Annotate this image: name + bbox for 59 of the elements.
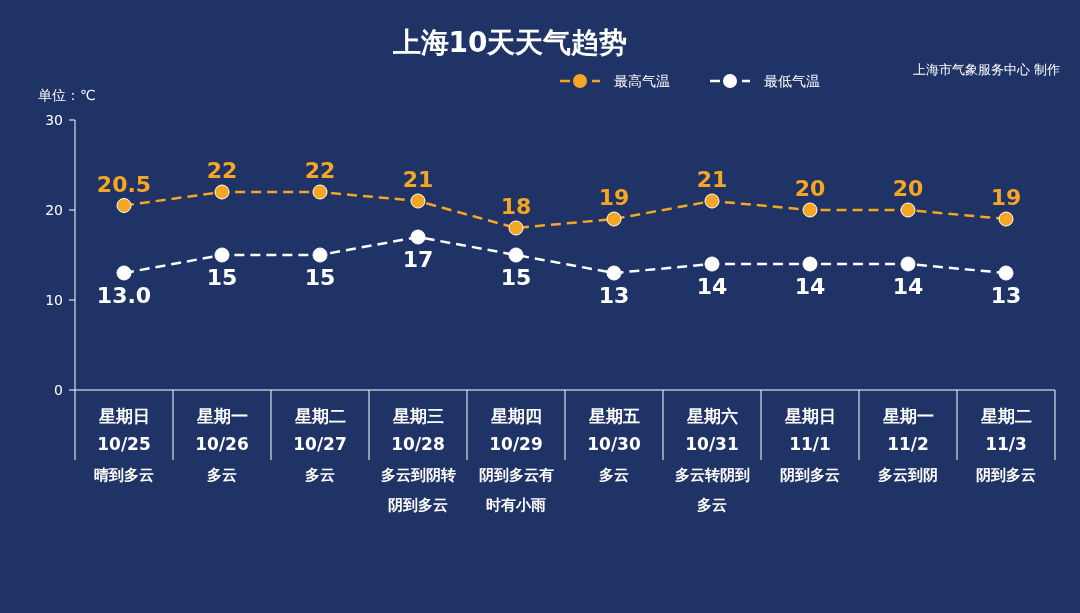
point xyxy=(410,229,426,245)
data-label: 13.0 xyxy=(96,283,152,308)
point xyxy=(508,220,524,236)
data-label: 22 xyxy=(206,158,238,183)
data-label: 13 xyxy=(990,283,1022,308)
x-tick-label: 星期二 10/27 多云 xyxy=(293,406,347,484)
point xyxy=(214,184,230,200)
data-label: 14 xyxy=(794,274,826,299)
point xyxy=(802,256,818,272)
data-label: 17 xyxy=(402,247,434,272)
y-tick-label: 0 xyxy=(54,382,63,398)
legend-label: 最低气温 xyxy=(764,73,820,89)
point xyxy=(704,256,720,272)
point xyxy=(704,193,720,209)
y-tick-label: 20 xyxy=(45,202,63,218)
x-tick-label: 星期日 11/1 阴到多云 xyxy=(780,406,840,484)
data-label: 20 xyxy=(794,176,826,201)
data-label: 13 xyxy=(598,283,630,308)
x-tick-label: 星期一 11/2 多云到阴 xyxy=(878,406,938,484)
chart-title: 上海10天天气趋势 xyxy=(391,26,628,59)
point xyxy=(116,265,132,281)
point xyxy=(606,265,622,281)
point xyxy=(802,202,818,218)
data-label: 15 xyxy=(206,265,238,290)
x-tick-label: 星期二 11/3 阴到多云 xyxy=(976,406,1036,484)
data-label: 18 xyxy=(500,194,532,219)
data-label: 15 xyxy=(304,265,336,290)
data-label: 19 xyxy=(598,185,630,210)
data-label: 20.5 xyxy=(96,171,152,197)
point xyxy=(998,265,1014,281)
text: 上海市气象服务中心 制作 xyxy=(912,62,1060,77)
point xyxy=(312,184,328,200)
data-label: 21 xyxy=(402,167,434,192)
legend-label: 最高气温 xyxy=(614,73,670,89)
data-label: 19 xyxy=(990,185,1022,210)
x-tick-label: 星期四 10/29 阴到多云有时有小雨 xyxy=(478,406,554,514)
y-axis-title: 单位：℃ xyxy=(38,87,96,103)
point xyxy=(998,211,1014,227)
point xyxy=(312,247,328,263)
data-label: 15 xyxy=(500,265,532,290)
y-tick-label: 30 xyxy=(45,112,63,128)
point xyxy=(900,256,916,272)
point xyxy=(900,202,916,218)
data-label: 21 xyxy=(696,167,728,192)
data-label: 14 xyxy=(892,274,924,299)
x-tick-label: 星期六 10/31 多云转阴到多云 xyxy=(674,406,750,514)
x-tick-label: 星期三 10/28 多云到阴转阴到多云 xyxy=(380,406,456,514)
data-label: 20 xyxy=(892,176,924,201)
point xyxy=(214,247,230,263)
data-label: 22 xyxy=(304,158,336,183)
x-tick-label: 星期五 10/30 多云 xyxy=(587,406,641,484)
point xyxy=(606,211,622,227)
point xyxy=(116,198,132,213)
y-tick-label: 10 xyxy=(45,292,63,308)
data-label: 14 xyxy=(696,274,728,299)
x-tick-label: 星期日 10/25 晴到多云 xyxy=(94,406,154,484)
point xyxy=(508,247,524,263)
x-tick-label: 星期一 10/26 多云 xyxy=(195,406,249,484)
point xyxy=(410,193,426,209)
